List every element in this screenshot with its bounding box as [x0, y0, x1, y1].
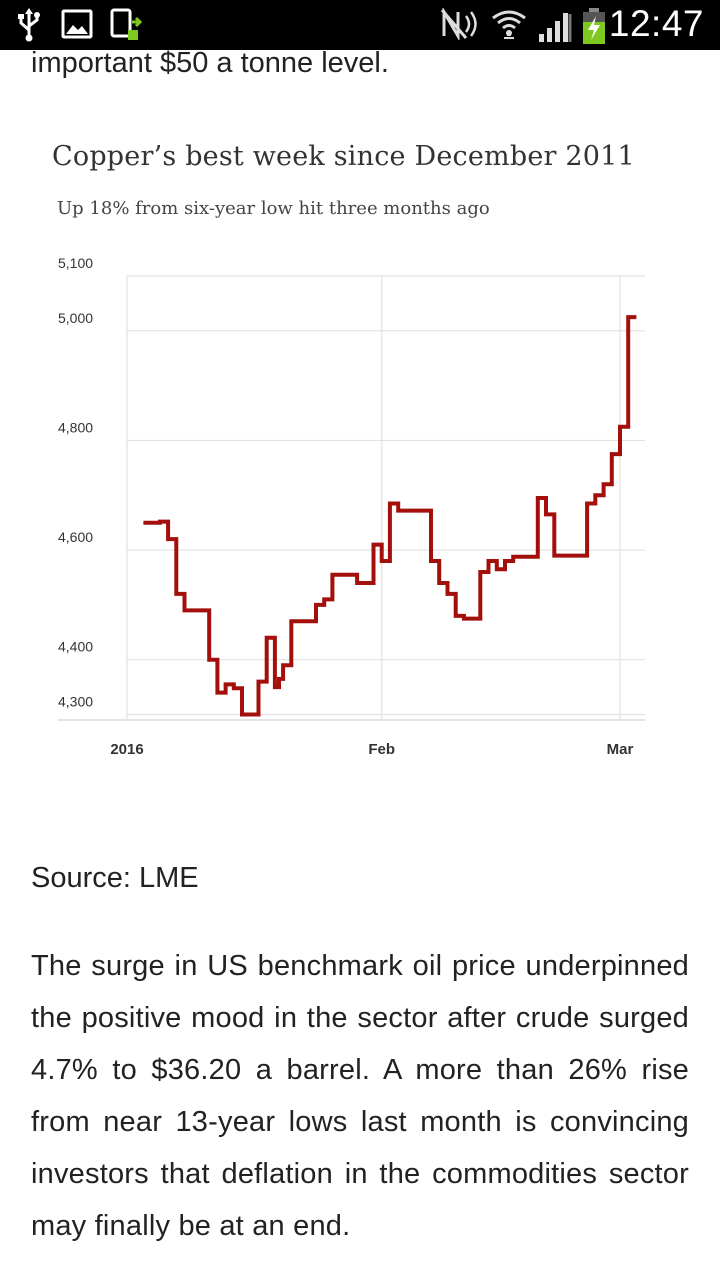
nfc-icon	[440, 8, 477, 40]
y-tick-label: 5,100	[58, 255, 93, 271]
chart-title: Copper’s best week since December 2011	[52, 141, 635, 172]
wifi-icon	[492, 10, 526, 39]
chart-subtitle: Up 18% from six-year low hit three month…	[57, 198, 490, 219]
x-axis-ticks: 2016 Feb Mar	[110, 741, 633, 758]
signal-icon	[539, 13, 572, 42]
battery-charging-icon	[583, 8, 605, 44]
article-text-fragment: important $50 a tonne level.	[31, 47, 389, 79]
y-tick-label: 4,600	[58, 529, 93, 545]
x-tick-label: Feb	[368, 741, 395, 758]
x-tick-label: 2016	[110, 741, 143, 758]
series-line-copper	[143, 315, 637, 717]
download-icon	[110, 8, 143, 40]
y-axis-ticks: 4,300 4,400 4,600 4,800 5,000 5,100	[58, 255, 93, 710]
usb-icon	[18, 8, 40, 42]
status-time: 12:47	[608, 3, 704, 44]
y-tick-label: 5,000	[58, 310, 93, 326]
y-tick-label: 4,800	[58, 419, 93, 435]
article-paragraph: The surge in US benchmark oil price unde…	[31, 950, 689, 1242]
image-icon	[61, 9, 93, 39]
copper-price-chart: 4,300 4,400 4,600 4,800 5,000 5,100 2016 Feb Ma…	[58, 255, 645, 758]
status-bar: 12:47	[0, 0, 720, 50]
y-tick-label: 4,400	[58, 639, 93, 655]
chart-grid	[58, 275, 645, 721]
chart-series	[143, 315, 637, 717]
chart-source: Source: LME	[31, 862, 199, 894]
x-tick-label: Mar	[607, 741, 634, 758]
y-tick-label: 4,300	[58, 694, 93, 710]
